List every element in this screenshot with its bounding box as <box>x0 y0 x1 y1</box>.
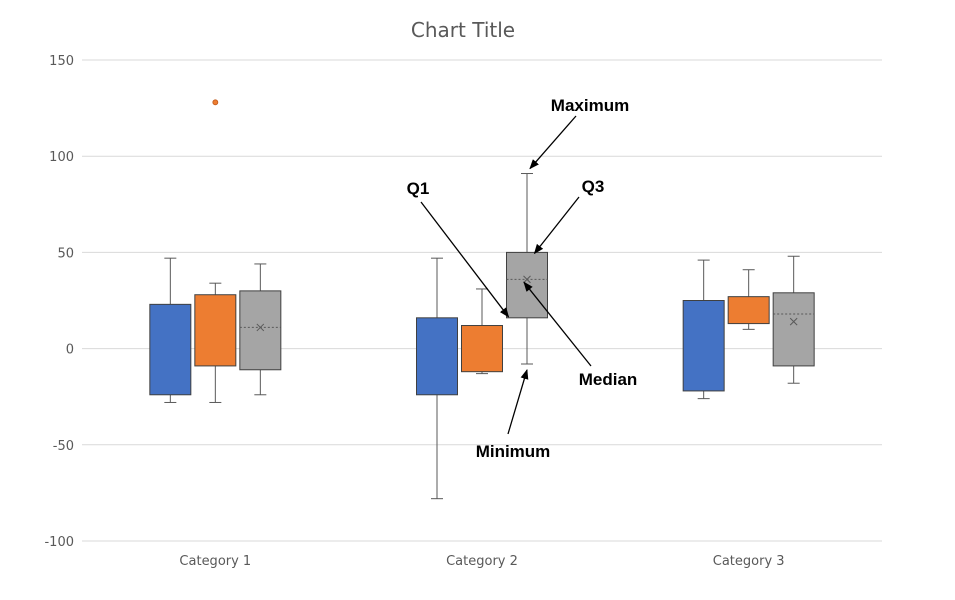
box <box>239 290 282 371</box>
annotation-arrow-min <box>507 369 529 435</box>
box-plot <box>506 173 548 365</box>
box <box>194 294 237 367</box>
mean-marker <box>789 317 798 326</box>
annotation-arrow-q3 <box>533 196 580 255</box>
outlier-point <box>212 99 219 106</box>
box-plot <box>194 99 237 403</box>
box <box>772 292 815 367</box>
annotation-label-q3: Q3 <box>582 177 605 196</box>
box <box>682 300 725 392</box>
box <box>727 296 770 325</box>
box-plot <box>239 263 282 396</box>
box-plot <box>772 255 815 384</box>
plot-area <box>149 99 815 500</box>
annotations: Maximum Q3 Q1 Median Minimum <box>407 96 638 461</box>
box-plot <box>727 269 770 330</box>
y-tick-label: -100 <box>44 535 74 550</box>
y-tick-label: -50 <box>53 439 74 454</box>
box <box>461 325 503 373</box>
y-axis: -100 -50 0 50 100 150 <box>44 54 74 550</box>
box-plot <box>461 288 503 375</box>
x-tick-label: Category 3 <box>713 554 785 569</box>
mean-marker <box>256 323 265 332</box>
x-axis: Category 1 Category 2 Category 3 <box>179 554 784 569</box>
box <box>149 303 192 396</box>
y-tick-label: 100 <box>49 150 74 165</box>
chart-title: Chart Title <box>411 18 515 42</box>
annotation-arrow-median <box>523 281 592 367</box>
annotation-arrow-max <box>529 115 577 170</box>
box <box>416 317 458 396</box>
annotation-label-max: Maximum <box>551 96 629 115</box>
x-tick-label: Category 2 <box>446 554 518 569</box>
annotation-arrow-q1 <box>420 201 510 318</box>
box-plot <box>416 257 458 500</box>
y-tick-label: 150 <box>49 54 74 69</box>
annotation-label-q1: Q1 <box>407 179 430 198</box>
annotation-label-median: Median <box>579 370 638 389</box>
box-plot <box>149 257 192 403</box>
box-plot <box>682 259 725 400</box>
annotation-label-min: Minimum <box>476 442 551 461</box>
x-tick-label: Category 1 <box>179 554 251 569</box>
y-tick-label: 50 <box>57 246 74 261</box>
y-tick-label: 0 <box>66 343 74 358</box>
